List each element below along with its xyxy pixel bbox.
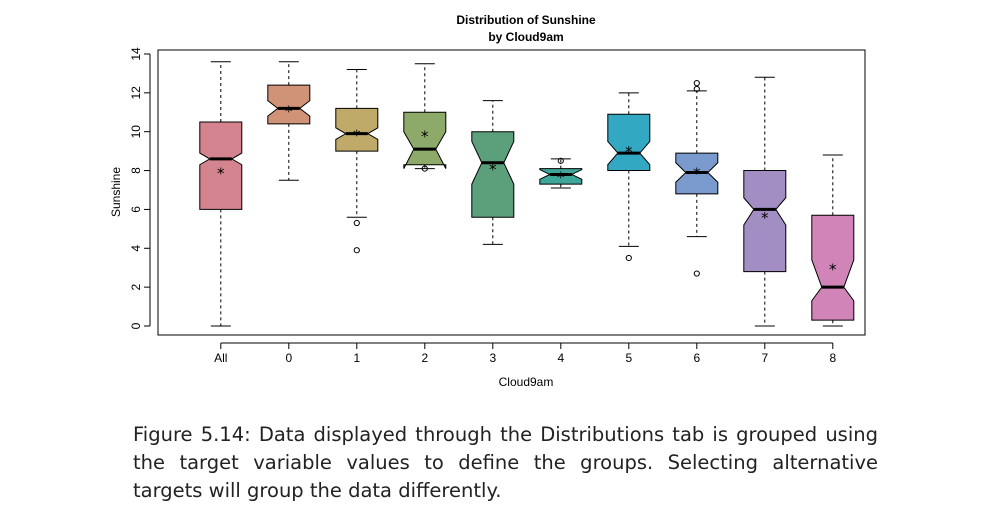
mean-marker: *	[421, 128, 429, 146]
y-axis: 0 2 4 6 8 10 12 14	[129, 47, 151, 329]
mean-marker: *	[217, 165, 225, 183]
box-body	[539, 168, 583, 185]
mean-marker: *	[829, 261, 837, 279]
outlier-point	[693, 270, 700, 277]
figure-caption: Figure 5.14: Data displayed through the …	[133, 423, 878, 502]
outlier-point	[353, 247, 360, 254]
x-tick-label: 2	[421, 351, 428, 365]
mean-marker: *	[489, 161, 497, 179]
y-axis-label: Sunshine	[109, 167, 123, 217]
box-0: *	[267, 61, 311, 181]
mean-marker: *	[557, 168, 565, 186]
chart-title: Distribution of Sunshine	[456, 13, 596, 27]
y-tick-label: 12	[129, 86, 143, 100]
box-8: *	[811, 154, 855, 327]
x-tick-label: 8	[829, 351, 836, 365]
box-2: *	[403, 63, 447, 172]
x-tick-label: 3	[489, 351, 496, 365]
box-body	[199, 121, 243, 210]
outlier-point	[625, 254, 632, 262]
x-tick-label: All	[214, 351, 227, 365]
box-body	[403, 111, 447, 169]
x-tick-label: 5	[625, 351, 632, 365]
chart-subtitle: by Cloud9am	[488, 30, 563, 44]
box-body	[811, 214, 855, 321]
box-5: *	[607, 92, 651, 262]
mean-marker: *	[625, 143, 633, 161]
y-tick-label: 4	[129, 245, 143, 252]
mean-marker: *	[693, 165, 701, 183]
x-tick-label: 6	[693, 351, 700, 365]
box-body	[267, 84, 311, 125]
y-tick-label: 10	[129, 125, 143, 139]
box-3: *	[471, 100, 515, 245]
x-axis: All 0 1 2 3 4 5 6 7 8	[214, 342, 836, 365]
outlier-point	[353, 219, 360, 227]
box-body	[743, 170, 787, 273]
box-1: *	[335, 69, 379, 254]
box-All: *	[199, 61, 243, 327]
box-body	[335, 107, 379, 152]
mean-marker: *	[353, 127, 361, 145]
box-body	[471, 131, 515, 218]
x-tick-label: 4	[557, 351, 564, 365]
outlier-point	[693, 85, 700, 93]
outlier-point	[421, 165, 428, 172]
box-series: * * * * * * * * * *	[199, 61, 855, 327]
box-6: *	[675, 80, 719, 277]
mean-marker: *	[761, 209, 769, 227]
box-4: *	[539, 157, 583, 189]
y-tick-label: 14	[129, 47, 143, 61]
outlier-point	[557, 157, 564, 164]
y-tick-label: 0	[129, 322, 143, 329]
x-tick-label: 1	[353, 351, 360, 365]
y-tick-label: 6	[129, 206, 143, 213]
x-axis-label: Cloud9am	[499, 375, 554, 389]
y-tick-label: 2	[129, 283, 143, 290]
plot-frame	[157, 49, 866, 336]
x-tick-label: 0	[285, 351, 292, 365]
y-tick-label: 8	[129, 167, 143, 174]
box-body	[607, 113, 651, 172]
box-7: *	[743, 76, 787, 327]
x-tick-label: 7	[761, 351, 768, 365]
mean-marker: *	[285, 102, 293, 120]
outlier-point	[693, 80, 700, 87]
